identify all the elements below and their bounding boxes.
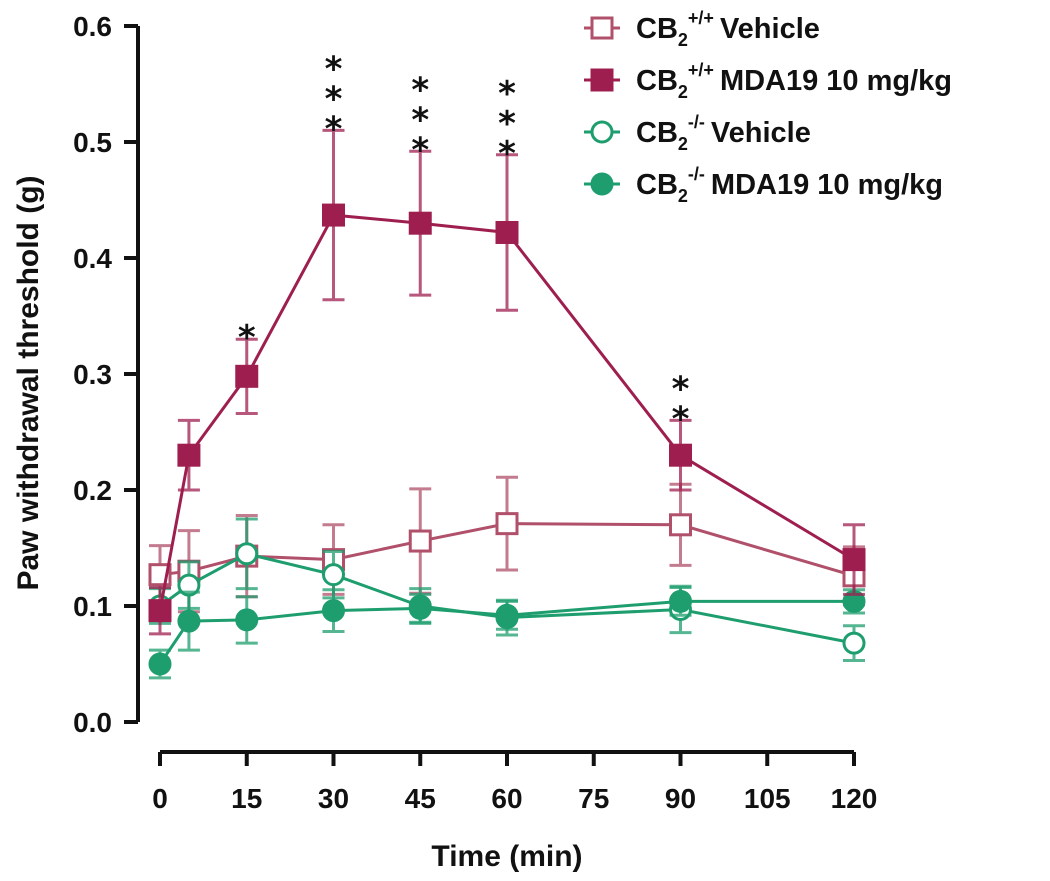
x-tick-label: 45 bbox=[405, 783, 436, 814]
legend-label-text: Vehicle bbox=[720, 13, 820, 45]
y-tick-label: 0.5 bbox=[73, 127, 112, 158]
legend-label-sup: -/- bbox=[688, 164, 705, 184]
data-point bbox=[177, 443, 201, 467]
significance-asterisk: * bbox=[238, 318, 256, 358]
y-tick-label: 0.6 bbox=[73, 11, 112, 42]
x-tick-label: 30 bbox=[318, 783, 349, 814]
legend-label-text: Vehicle bbox=[711, 117, 811, 149]
legend-label: CB2-/- Vehicle bbox=[636, 112, 811, 154]
significance-asterisk: * bbox=[411, 100, 429, 140]
legend-label-base: CB bbox=[636, 117, 678, 149]
data-point bbox=[148, 599, 172, 623]
legend-label-text: MDA19 10 mg/kg bbox=[711, 169, 943, 201]
legend-label-sup: -/- bbox=[688, 112, 705, 132]
legend-marker bbox=[590, 16, 614, 40]
legend-item: CB2-/- MDA19 10 mg/kg bbox=[584, 164, 943, 206]
legend-item: CB2+/+ MDA19 10 mg/kg bbox=[584, 60, 952, 102]
data-point bbox=[495, 512, 519, 536]
legend-label-sub: 2 bbox=[678, 82, 688, 102]
legend-label-text: MDA19 10 mg/kg bbox=[720, 65, 952, 97]
y-tick-label: 0.0 bbox=[73, 707, 112, 738]
legend-label-base: CB bbox=[636, 13, 678, 45]
legend-label-sub: 2 bbox=[678, 134, 688, 154]
significance-asterisk: * bbox=[411, 70, 429, 110]
data-point bbox=[408, 211, 432, 235]
x-tick-label: 15 bbox=[231, 783, 262, 814]
legend-marker bbox=[590, 68, 614, 92]
data-point bbox=[669, 589, 692, 613]
legend-label: CB2-/- MDA19 10 mg/kg bbox=[636, 164, 943, 206]
y-tick-label: 0.4 bbox=[73, 243, 112, 274]
x-tick-label: 90 bbox=[665, 783, 696, 814]
data-point bbox=[322, 203, 345, 227]
legend-label-sup: +/+ bbox=[688, 8, 714, 28]
legend-item: CB2+/+ Vehicle bbox=[584, 8, 820, 50]
x-tick-label: 75 bbox=[578, 783, 609, 814]
legend-label-sub: 2 bbox=[678, 30, 688, 50]
significance-asterisk: * bbox=[325, 49, 343, 89]
legend-item: CB2-/- Vehicle bbox=[584, 112, 811, 154]
y-tick-label: 0.3 bbox=[73, 359, 112, 390]
data-point bbox=[235, 608, 259, 632]
y-tick-label: 0.1 bbox=[73, 591, 112, 622]
legend-label-base: CB bbox=[636, 65, 678, 97]
significance-asterisk: * bbox=[325, 79, 343, 119]
series-layer bbox=[148, 128, 866, 680]
legend-label-sub: 2 bbox=[678, 186, 688, 206]
data-point bbox=[842, 548, 866, 572]
significance-asterisk: * bbox=[411, 130, 429, 170]
series-line bbox=[158, 213, 855, 611]
legend-label: CB2+/+ Vehicle bbox=[636, 8, 820, 50]
data-point bbox=[408, 596, 432, 620]
series-0 bbox=[148, 475, 866, 614]
data-point bbox=[842, 631, 866, 655]
legend-label-sup: +/+ bbox=[688, 60, 714, 80]
data-point bbox=[669, 443, 692, 467]
data-point bbox=[235, 364, 259, 388]
annotations: ************ bbox=[238, 49, 690, 439]
x-tick-label: 0 bbox=[152, 783, 168, 814]
legend-label-base: CB bbox=[636, 169, 678, 201]
x-axis-title: Time (min) bbox=[431, 840, 582, 873]
data-point bbox=[495, 603, 519, 627]
x-tick-label: 120 bbox=[831, 783, 878, 814]
data-point bbox=[235, 542, 259, 566]
series-1 bbox=[148, 128, 866, 636]
data-point bbox=[408, 529, 432, 553]
x-tick-label: 105 bbox=[744, 783, 791, 814]
significance-asterisk: * bbox=[498, 74, 516, 114]
legend-marker bbox=[590, 120, 614, 144]
legend-label: CB2+/+ MDA19 10 mg/kg bbox=[636, 60, 952, 102]
data-point bbox=[177, 609, 201, 633]
significance-asterisk: * bbox=[498, 134, 516, 174]
significance-asterisk: * bbox=[672, 369, 690, 409]
data-point bbox=[669, 513, 692, 537]
significance-asterisk: * bbox=[672, 399, 690, 439]
series-3 bbox=[148, 585, 866, 680]
x-ticks: 0 15 30 45 60 75 90 105 120 bbox=[152, 752, 877, 814]
data-point bbox=[322, 599, 345, 623]
y-axis-title: Paw withdrawal threshold (g) bbox=[12, 175, 45, 590]
legend-marker bbox=[590, 172, 614, 196]
data-point bbox=[322, 563, 345, 587]
significance-asterisk: * bbox=[498, 104, 516, 144]
data-point bbox=[148, 652, 172, 676]
y-ticks: 0.0 0.1 0.2 0.3 0.4 0.5 0.6 bbox=[73, 11, 138, 738]
significance-asterisk: * bbox=[325, 109, 343, 149]
y-tick-label: 0.2 bbox=[73, 475, 112, 506]
data-point bbox=[495, 220, 519, 244]
x-tick-label: 60 bbox=[491, 783, 522, 814]
